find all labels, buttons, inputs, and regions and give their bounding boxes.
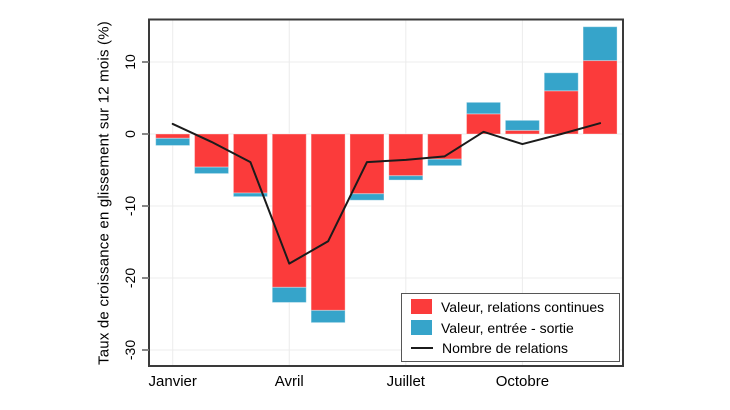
legend-label-entree-sortie: Valeur, entrée - sortie: [441, 319, 574, 336]
bar-relations-continues: [427, 133, 463, 160]
y-tick-label: 10: [122, 54, 138, 70]
bar-entree-sortie: [427, 158, 463, 167]
bar-entree-sortie: [504, 119, 540, 131]
y-tick-label: -30: [122, 340, 138, 360]
bar-relations-continues: [504, 129, 540, 135]
y-tick-label: 0: [122, 130, 138, 138]
x-tick-label: Juillet: [387, 373, 426, 390]
plot-frame: [148, 18, 624, 367]
bar-entree-sortie: [232, 192, 268, 198]
bar-relations-continues: [388, 133, 424, 177]
bar-relations-continues: [194, 133, 230, 168]
bar-entree-sortie: [271, 286, 307, 303]
y-tick-label: -20: [122, 268, 138, 288]
legend-label-relations-continues: Valeur, relations continues: [441, 298, 605, 315]
bar-relations-continues: [310, 133, 346, 311]
x-tick-label: Avril: [275, 373, 304, 390]
legend-swatch-red-icon: [411, 299, 432, 315]
bar-entree-sortie: [543, 72, 579, 92]
y-tick-label: -10: [122, 196, 138, 216]
bar-entree-sortie: [582, 26, 618, 62]
bar-entree-sortie: [194, 166, 230, 175]
legend-item-nombre-relations: Nombre de relations: [411, 340, 619, 356]
bar-relations-continues: [582, 60, 618, 135]
legend: Valeur, relations continues Valeur, entr…: [401, 293, 620, 362]
bar-relations-continues: [155, 133, 191, 139]
bar-relations-continues: [232, 133, 268, 194]
bar-entree-sortie: [388, 175, 424, 181]
x-tick-label: Janvier: [149, 373, 197, 390]
legend-line-swatch-icon: [411, 347, 433, 350]
x-tick-label: Octobre: [496, 373, 549, 390]
bar-relations-continues: [543, 90, 579, 135]
legend-swatch-blue-icon: [411, 320, 432, 335]
bar-entree-sortie: [349, 193, 385, 201]
legend-item-relations-continues: Valeur, relations continues: [411, 299, 619, 315]
legend-item-entree-sortie: Valeur, entrée - sortie: [411, 320, 619, 336]
legend-label-nombre-relations: Nombre de relations: [442, 340, 569, 357]
line-nombre-relations: [171, 122, 602, 265]
bar-entree-sortie: [466, 101, 502, 115]
bar-entree-sortie: [155, 137, 191, 147]
bar-entree-sortie: [310, 309, 346, 324]
